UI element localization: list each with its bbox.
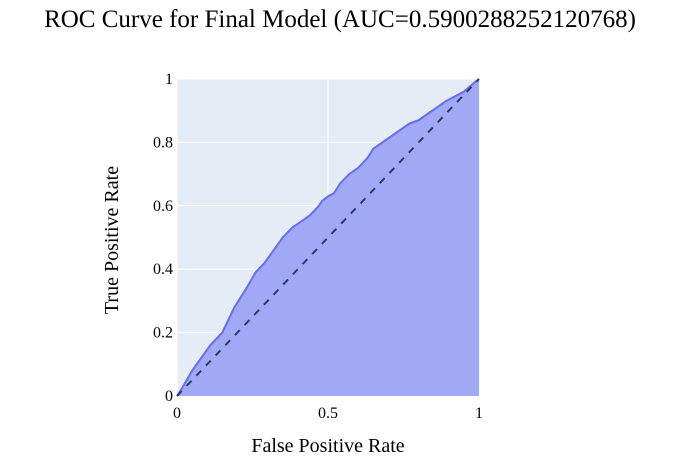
y-tick-label: 0.4	[153, 261, 173, 278]
x-tick-label: 0.5	[318, 405, 338, 422]
y-tick-label: 0.8	[153, 134, 173, 151]
y-tick-label: 1	[165, 71, 173, 88]
x-axis-ticks: 0 0.5 1	[173, 405, 483, 422]
chart-title: ROC Curve for Final Model (AUC=0.5900288…	[44, 6, 636, 33]
y-tick-label: 0.6	[153, 198, 173, 215]
x-tick-label: 1	[475, 405, 483, 422]
x-axis-title: False Positive Rate	[251, 435, 404, 457]
chance-diagonal-line	[176, 78, 480, 397]
y-tick-label: 0.2	[153, 325, 173, 342]
roc-curve-line	[176, 78, 480, 397]
y-axis-ticks: 0 0.2 0.4 0.6 0.8 1	[153, 71, 173, 405]
y-axis-title: True Positive Rate	[101, 166, 123, 314]
x-tick-label: 0	[173, 405, 181, 422]
y-tick-label: 0	[165, 388, 173, 405]
